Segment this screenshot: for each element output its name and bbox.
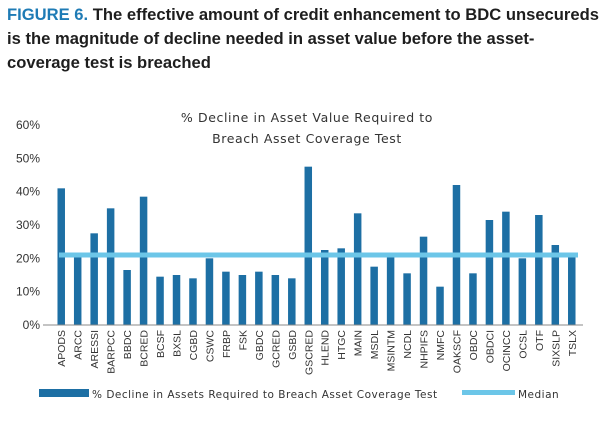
- bar-barpcc: [106, 208, 115, 325]
- chart-title-line-1: % Decline in Asset Value Required to: [181, 110, 433, 125]
- x-tick-label-sixslp: SIXSLP: [550, 330, 562, 367]
- x-tick-label-cgbd: CGBD: [188, 330, 200, 361]
- figure-title-text: The effective amount of credit enhanceme…: [7, 5, 599, 72]
- bar-arcc: [73, 256, 82, 325]
- x-tick-label-oakscf: OAKSCF: [451, 330, 463, 373]
- bar-bcsf: [156, 276, 164, 325]
- bar-ocsl: [518, 258, 527, 325]
- x-tick-label-ocsl: OCSL: [517, 330, 529, 359]
- bar-gcred: [271, 275, 280, 325]
- y-tick-label-3: 30%: [16, 218, 40, 232]
- legend-median-label: Median: [518, 389, 559, 401]
- y-tick-label-4: 40%: [16, 185, 40, 199]
- y-tick-label-5: 50%: [16, 151, 40, 165]
- legend-median-swatch: [462, 390, 515, 395]
- bar-gbdc: [255, 271, 263, 325]
- x-tick-label-cswc: CSWC: [204, 330, 216, 362]
- x-tick-label-gcred: GCRED: [270, 330, 282, 368]
- figure-label: FIGURE 6.: [7, 5, 89, 24]
- x-tick-label-htgc: HTGC: [336, 330, 348, 360]
- legend-bar-label: % Decline in Assets Required to Breach A…: [92, 389, 438, 401]
- x-tick-label-gscred: GSCRED: [303, 330, 315, 375]
- bar-nmfc: [436, 286, 444, 325]
- bar-bcred: [139, 196, 148, 325]
- bar-ocincc: [502, 211, 510, 325]
- figure-title: FIGURE 6. The effective amount of credit…: [7, 3, 603, 75]
- bar-msintm: [386, 256, 395, 325]
- x-tick-label-bcred: BCRED: [139, 330, 151, 367]
- x-tick-label-aressi: ARESSI: [89, 330, 101, 369]
- bar-ncdl: [403, 273, 411, 325]
- x-tick-label-bcsf: BCSF: [155, 330, 167, 358]
- x-tick-label-msintm: MSINTM: [386, 330, 398, 371]
- bar-nhpifs: [419, 236, 428, 325]
- x-tick-label-hlend: HLEND: [320, 330, 332, 366]
- x-tick-label-tslx: TSLX: [567, 330, 579, 356]
- chart-title-line-2: Breach Asset Coverage Test: [212, 131, 402, 146]
- bar-tslx: [568, 256, 576, 325]
- x-tick-label-nmfc: NMFC: [435, 330, 447, 361]
- y-tick-label-1: 10%: [16, 285, 40, 299]
- bar-msdl: [370, 266, 378, 325]
- bar-frbp: [222, 271, 230, 325]
- x-tick-label-obdci: OBDCI: [484, 330, 496, 363]
- x-tick-label-apods: APODS: [56, 330, 68, 367]
- x-tick-label-ocincc: OCINCC: [501, 330, 513, 372]
- bars: [57, 166, 576, 325]
- x-tick-label-frbp: FRBP: [221, 330, 233, 358]
- bar-main: [353, 213, 362, 325]
- bar-bbdc: [123, 270, 131, 325]
- bar-cgbd: [189, 278, 197, 325]
- bar-otf: [535, 215, 543, 325]
- y-axis: 0% 10% 20% 30% 40% 50% 60%: [16, 118, 40, 332]
- bar-obdci: [485, 220, 494, 325]
- bar-cswc: [205, 258, 214, 325]
- x-tick-label-bxsl: BXSL: [172, 330, 184, 357]
- x-tick-label-barpcc: BARPCC: [106, 330, 118, 374]
- x-axis-labels: APODS ARCC ARESSI BARPCC BBDC BCRED BCSF BXSL CG…: [56, 330, 579, 375]
- bar-gsbd: [288, 278, 296, 325]
- y-tick-label-6: 60%: [16, 118, 40, 132]
- x-tick-label-obdc: OBDC: [468, 330, 480, 361]
- x-tick-label-gbdc: GBDC: [254, 330, 266, 361]
- bar-fsk: [238, 275, 247, 325]
- bar-sixslp: [551, 245, 560, 325]
- x-tick-label-ncdl: NCDL: [402, 330, 414, 359]
- legend-bar-swatch: [39, 389, 89, 397]
- x-tick-label-nhpifs: NHPIFS: [419, 330, 431, 369]
- x-tick-label-main: MAIN: [353, 330, 365, 356]
- x-tick-label-msdl: MSDL: [369, 330, 381, 359]
- legend: % Decline in Assets Required to Breach A…: [39, 389, 559, 401]
- x-tick-label-otf: OTF: [534, 330, 546, 351]
- bar-gscred: [304, 166, 313, 325]
- x-tick-label-arcc: ARCC: [73, 330, 85, 360]
- bar-aressi: [90, 233, 98, 325]
- x-tick-label-bbdc: BBDC: [122, 330, 134, 360]
- bar-obdc: [469, 273, 477, 325]
- bar-htgc: [337, 248, 345, 325]
- x-tick-label-fsk: FSK: [237, 330, 249, 350]
- y-tick-label-2: 20%: [16, 251, 40, 265]
- x-tick-label-gsbd: GSBD: [287, 330, 299, 360]
- y-tick-label-0: 0%: [23, 318, 41, 332]
- bar-hlend: [320, 250, 329, 325]
- bar-bxsl: [172, 275, 181, 325]
